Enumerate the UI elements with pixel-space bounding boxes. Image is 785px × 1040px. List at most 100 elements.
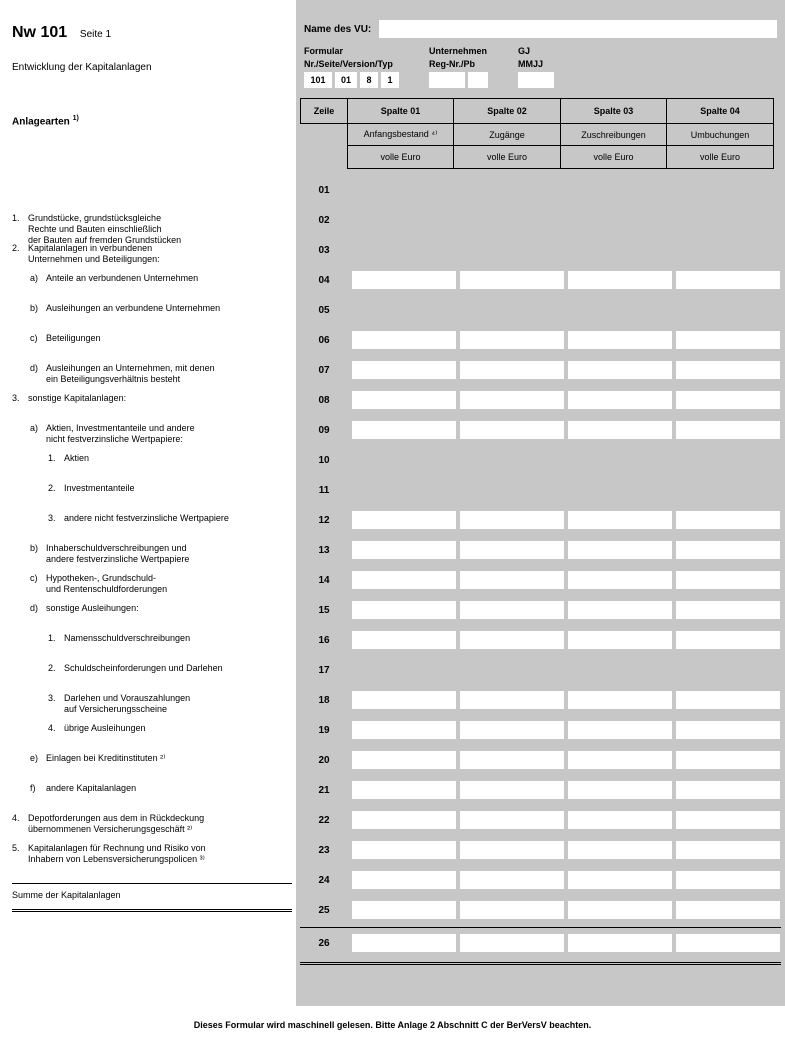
data-cell[interactable] — [352, 601, 456, 619]
summe-c1[interactable] — [352, 934, 456, 952]
data-cell[interactable] — [568, 811, 672, 829]
data-cell[interactable] — [460, 841, 564, 859]
data-cell[interactable] — [352, 811, 456, 829]
data-cell[interactable] — [460, 721, 564, 739]
formular-nr[interactable]: 101 — [304, 72, 332, 88]
data-cell[interactable] — [460, 601, 564, 619]
gj-label: GJ — [518, 46, 554, 56]
data-cell[interactable] — [460, 361, 564, 379]
formular-block: Formular Nr./Seite/Version/Typ 101 01 8 … — [304, 46, 399, 88]
data-cell[interactable] — [568, 541, 672, 559]
data-cell[interactable] — [352, 691, 456, 709]
data-cell[interactable] — [352, 721, 456, 739]
data-cell[interactable] — [352, 391, 456, 409]
data-cell[interactable] — [676, 421, 780, 439]
data-cell[interactable] — [676, 631, 780, 649]
data-cell[interactable] — [568, 901, 672, 919]
zeile-number: 21 — [300, 785, 348, 796]
row-text: Schuldscheinforderungen und Darlehen — [64, 663, 223, 674]
data-cell[interactable] — [676, 781, 780, 799]
data-cell[interactable] — [568, 841, 672, 859]
data-cell[interactable] — [676, 391, 780, 409]
data-cell[interactable] — [352, 511, 456, 529]
data-cell[interactable] — [676, 601, 780, 619]
formular-version[interactable]: 8 — [360, 72, 378, 88]
data-cell[interactable] — [460, 271, 564, 289]
data-cell[interactable] — [568, 721, 672, 739]
data-cell[interactable] — [676, 691, 780, 709]
data-cell[interactable] — [460, 751, 564, 769]
mmjj-input[interactable] — [518, 72, 554, 88]
data-cell[interactable] — [568, 361, 672, 379]
th-unit02: volle Euro — [453, 145, 561, 169]
data-cell[interactable] — [568, 391, 672, 409]
formular-typ[interactable]: 1 — [381, 72, 399, 88]
data-cell[interactable] — [568, 751, 672, 769]
data-cell[interactable] — [676, 901, 780, 919]
data-cell[interactable] — [460, 631, 564, 649]
data-cell[interactable] — [460, 871, 564, 889]
data-cell[interactable] — [460, 391, 564, 409]
data-cell[interactable] — [460, 901, 564, 919]
data-cell[interactable] — [352, 331, 456, 349]
data-cell[interactable] — [676, 511, 780, 529]
data-cell[interactable] — [352, 871, 456, 889]
data-cell[interactable] — [568, 511, 672, 529]
data-cell[interactable] — [352, 631, 456, 649]
data-cell[interactable] — [676, 331, 780, 349]
data-cell[interactable] — [676, 271, 780, 289]
vu-name-input[interactable] — [379, 20, 777, 38]
data-cell — [568, 451, 672, 469]
th-sub02: Zugänge — [453, 123, 561, 147]
table-row: 22 — [300, 805, 781, 835]
data-cell[interactable] — [676, 841, 780, 859]
data-cell[interactable] — [460, 421, 564, 439]
summe-row: 26 — [300, 928, 781, 958]
summe-c4[interactable] — [676, 934, 780, 952]
data-cell[interactable] — [352, 361, 456, 379]
summe-c2[interactable] — [460, 934, 564, 952]
data-cell[interactable] — [676, 541, 780, 559]
th-sp04: Spalte 04 — [666, 98, 774, 124]
data-cell[interactable] — [676, 361, 780, 379]
data-cell[interactable] — [460, 811, 564, 829]
data-cell — [460, 301, 564, 319]
data-cell[interactable] — [460, 571, 564, 589]
data-cell[interactable] — [460, 781, 564, 799]
data-cell[interactable] — [460, 511, 564, 529]
data-cell[interactable] — [568, 871, 672, 889]
formular-seite[interactable]: 01 — [335, 72, 357, 88]
data-cell[interactable] — [568, 631, 672, 649]
data-cell[interactable] — [676, 721, 780, 739]
data-cell[interactable] — [568, 691, 672, 709]
data-cell[interactable] — [568, 331, 672, 349]
data-cell[interactable] — [352, 421, 456, 439]
pb-input[interactable] — [468, 72, 488, 88]
summe-c3[interactable] — [568, 934, 672, 952]
data-cell[interactable] — [676, 871, 780, 889]
data-cell[interactable] — [460, 691, 564, 709]
regnr-input[interactable] — [429, 72, 465, 88]
data-cell[interactable] — [568, 781, 672, 799]
data-cell[interactable] — [352, 751, 456, 769]
data-cell[interactable] — [568, 571, 672, 589]
data-cell[interactable] — [460, 541, 564, 559]
data-cell[interactable] — [352, 841, 456, 859]
data-cell[interactable] — [352, 571, 456, 589]
data-cell[interactable] — [676, 751, 780, 769]
data-cell[interactable] — [460, 331, 564, 349]
data-cell[interactable] — [352, 541, 456, 559]
data-cell[interactable] — [568, 601, 672, 619]
data-cell[interactable] — [676, 811, 780, 829]
row-text: Beteiligungen — [46, 333, 101, 344]
zeile-number: 16 — [300, 635, 348, 646]
table-row: 11 — [300, 475, 781, 505]
data-cell[interactable] — [352, 781, 456, 799]
data-cell[interactable] — [568, 421, 672, 439]
data-cell[interactable] — [676, 571, 780, 589]
data-cell[interactable] — [352, 271, 456, 289]
row-label: e)Einlagen bei Kreditinstituten ²⁾ — [12, 753, 292, 764]
data-cell[interactable] — [352, 901, 456, 919]
data-cell[interactable] — [568, 271, 672, 289]
row-number: 3. — [12, 393, 28, 404]
